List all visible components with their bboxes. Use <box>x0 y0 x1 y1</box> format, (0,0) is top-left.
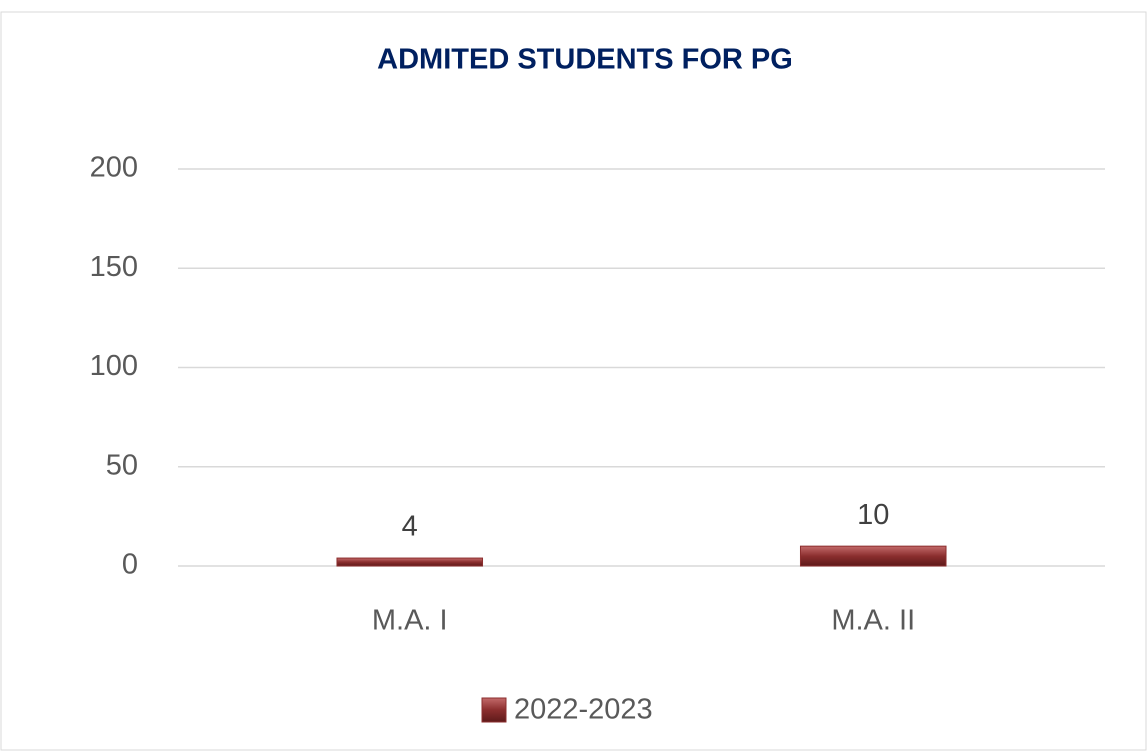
legend-swatch <box>481 697 507 723</box>
x-tick-label: M.A. I <box>372 605 448 637</box>
y-tick-label: 50 <box>106 449 138 481</box>
bar <box>336 557 484 567</box>
data-label: 4 <box>402 511 418 543</box>
y-tick-label: 200 <box>90 152 138 184</box>
chart-title: ADMITED STUDENTS FOR PG <box>377 44 793 76</box>
data-label: 10 <box>857 499 889 531</box>
chart-border <box>0 11 1147 751</box>
y-tick-label: 0 <box>122 549 138 581</box>
y-tick-label: 150 <box>90 251 138 283</box>
x-tick-label: M.A. II <box>831 605 915 637</box>
y-tick-label: 100 <box>90 350 138 382</box>
bar <box>799 545 947 567</box>
legend-label: 2022-2023 <box>514 694 653 726</box>
